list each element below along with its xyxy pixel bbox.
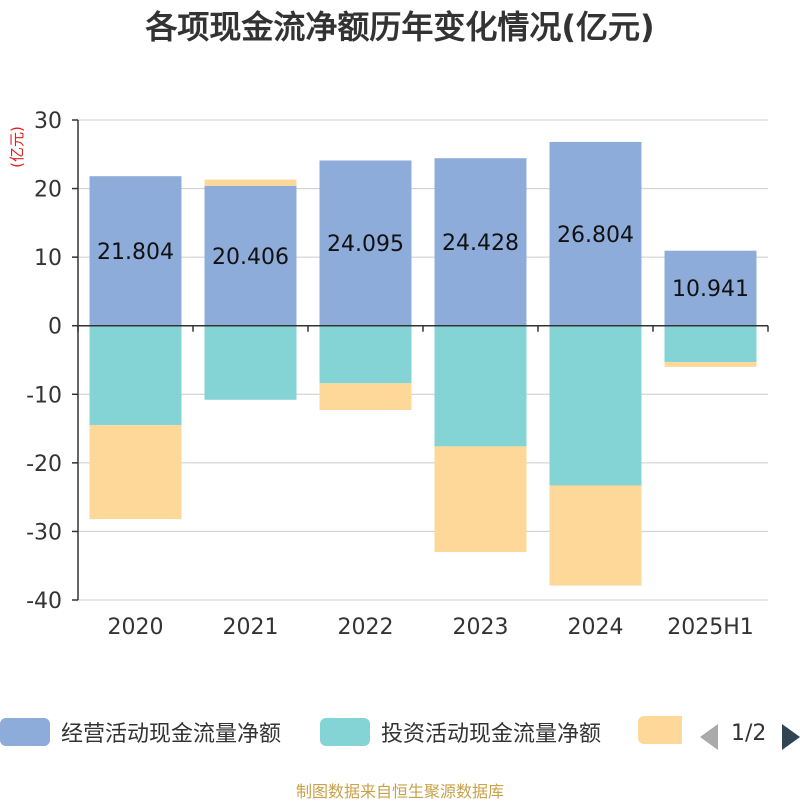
- bar-segment: [664, 325, 757, 363]
- y-tick-label: -40: [26, 589, 62, 614]
- y-tick-label: -30: [26, 520, 62, 545]
- x-tick-label: 2022: [338, 615, 394, 640]
- data-label: 24.095: [327, 232, 404, 257]
- bar-segment: [319, 160, 412, 326]
- bar-segment: [664, 250, 757, 326]
- y-tick-label: -10: [26, 383, 62, 408]
- legend-label: 经营活动现金流量净额: [61, 722, 282, 747]
- y-tick-label: 20: [34, 178, 62, 203]
- legend-swatch: [0, 718, 50, 746]
- bars: [89, 141, 757, 586]
- data-label: 10.941: [672, 277, 749, 302]
- legend-swatch: [320, 718, 370, 746]
- y-tick-label: -20: [26, 452, 62, 477]
- x-tick-label: 2023: [453, 615, 509, 640]
- bar-segment: [89, 325, 182, 426]
- bar-segment: [434, 446, 527, 552]
- bar-segment: [89, 176, 182, 326]
- x-tick-label: 2020: [108, 615, 164, 640]
- pager-next-arrow-icon[interactable]: [782, 724, 800, 750]
- x-tick-label: 2025H1: [667, 615, 754, 640]
- bar-segment: [549, 485, 642, 586]
- grid-lines: [78, 119, 768, 601]
- bar-segment: [204, 179, 297, 186]
- data-label: 20.406: [212, 245, 289, 270]
- legend-label: 投资活动现金流量净额: [381, 722, 602, 747]
- bar-segment: [549, 325, 642, 486]
- bar-segment: [549, 141, 642, 326]
- bar-segment: [664, 362, 757, 367]
- bar-segment: [204, 325, 297, 400]
- x-tick-label: 2024: [568, 615, 624, 640]
- source-note: 制图数据来自恒生聚源数据库: [295, 782, 504, 801]
- chart-canvas: 30 20 10 0 -10 -20 -30 -40 2020 2021 2022 2023 2024 2…: [8, 109, 769, 640]
- y-axis-label: (亿元): [8, 126, 26, 168]
- legend: 经营活动现金流量净额 投资活动现金流量净额 1/2: [0, 716, 800, 756]
- legend-pager: 1/2: [700, 720, 800, 752]
- y-tick-label: 30: [34, 109, 62, 134]
- legend-item-investing[interactable]: 投资活动现金流量净额: [320, 716, 601, 748]
- pager-page-indicator: 1/2: [731, 721, 767, 746]
- y-tick-label: 0: [48, 315, 62, 340]
- legend-item-operating[interactable]: 经营活动现金流量净额: [0, 716, 281, 748]
- chart-title: 各项现金流净额历年变化情况(亿元): [145, 8, 655, 46]
- bar-segment: [319, 383, 412, 411]
- data-label: 21.804: [97, 240, 174, 265]
- bar-segment: [204, 185, 297, 326]
- axes: 30 20 10 0 -10 -20 -30 -40 2020 2021 2022 2023 2024 2…: [26, 109, 769, 640]
- bar-segment: [434, 158, 527, 326]
- data-label: 26.804: [557, 223, 634, 248]
- bar-segment: [434, 325, 527, 447]
- bar-segment: [319, 325, 412, 384]
- legend-item-third[interactable]: [638, 716, 682, 744]
- bar-segment: [89, 425, 182, 520]
- x-tick-label: 2021: [223, 615, 279, 640]
- legend-swatch: [638, 716, 682, 744]
- data-label: 24.428: [442, 231, 519, 256]
- y-tick-label: 10: [34, 246, 62, 271]
- pager-prev-arrow-icon[interactable]: [700, 724, 718, 750]
- data-labels: 21.804 20.406 24.095 24.428 26.804 10.941: [97, 223, 749, 302]
